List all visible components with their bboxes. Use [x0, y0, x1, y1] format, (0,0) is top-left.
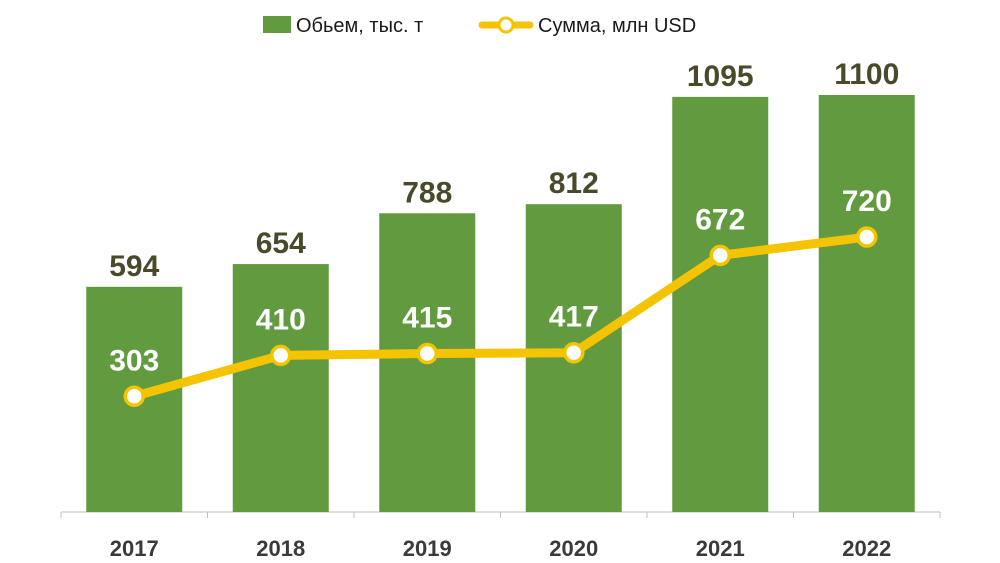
x-tick-2022: 2022 — [842, 536, 891, 561]
line-point-2017 — [123, 385, 145, 408]
line-point-2019 — [416, 342, 438, 365]
bar-data-labels: 594 654 788 812 1095 1100 — [109, 58, 899, 283]
legend-label-amount: Сумма, млн USD — [538, 15, 696, 37]
x-tick-labels: 2017 2018 2019 2020 2021 2022 — [110, 536, 891, 561]
bar-data-label-2022: 1100 — [834, 58, 899, 91]
legend-marker-amount — [497, 16, 515, 34]
line-data-label-2020: 417 — [549, 301, 599, 334]
bar-2021 — [672, 96, 769, 512]
bar-data-label-2020: 812 — [549, 167, 599, 200]
bar-data-label-2018: 654 — [256, 227, 306, 260]
x-axis — [60, 511, 941, 518]
bar-2022 — [818, 94, 915, 513]
bar-series — [86, 94, 915, 513]
bar-data-label-2021: 1095 — [687, 60, 754, 93]
line-point-2018 — [270, 344, 292, 367]
line-data-label-2021: 672 — [695, 203, 745, 236]
line-point-2020 — [563, 341, 585, 364]
x-tick-2018: 2018 — [256, 536, 305, 561]
legend: Обьем, тыс. т Сумма, млн USD — [263, 15, 696, 37]
line-point-2021 — [709, 244, 731, 267]
x-tick-2021: 2021 — [696, 536, 745, 561]
line-series — [123, 226, 878, 408]
x-tick-2020: 2020 — [549, 536, 598, 561]
line-data-label-2017: 303 — [109, 344, 159, 377]
line-data-labels: 303 410 415 417 672 720 — [109, 185, 892, 377]
legend-swatch-volume — [263, 16, 291, 33]
bar-data-label-2019: 788 — [402, 176, 452, 209]
x-tick-2017: 2017 — [110, 536, 159, 561]
bar-data-label-2017: 594 — [109, 250, 159, 283]
line-data-label-2018: 410 — [256, 303, 306, 336]
line-data-label-2019: 415 — [402, 302, 452, 335]
line-point-2022 — [856, 226, 878, 248]
x-tick-2019: 2019 — [403, 536, 452, 561]
bar-2018 — [232, 264, 329, 512]
legend-label-volume: Обьем, тыс. т — [296, 15, 423, 37]
line-amount — [129, 232, 872, 401]
line-data-label-2022: 720 — [842, 185, 892, 218]
